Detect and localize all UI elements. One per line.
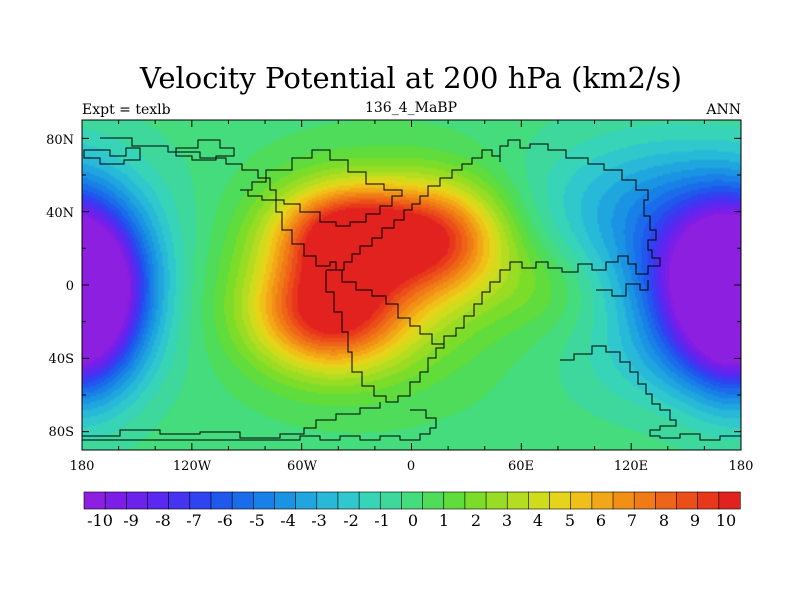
- colorbar-swatch: [126, 491, 149, 510]
- colorbar-swatch: [401, 491, 424, 510]
- colorbar-label: -5: [249, 511, 265, 530]
- colorbar-label: 7: [627, 511, 637, 530]
- colorbar-swatch: [147, 491, 170, 510]
- colorbar-label: 8: [659, 511, 669, 530]
- y-tick-label: 80N: [46, 133, 74, 148]
- colorbar-label: -1: [374, 511, 390, 530]
- y-tick-label: 80S: [49, 425, 74, 440]
- velocity-potential-field: [82, 120, 741, 450]
- colorbar-swatch: [676, 491, 699, 510]
- colorbar-label: -4: [280, 511, 296, 530]
- x-tick-label: 0: [407, 459, 415, 474]
- colorbar-swatch: [485, 491, 508, 510]
- coast-antarctica: [82, 402, 381, 439]
- colorbar-swatch: [633, 491, 656, 510]
- colorbar-swatch: [210, 491, 233, 510]
- colorbar-label: 0: [408, 511, 418, 530]
- colorbar-swatch: [570, 491, 593, 510]
- colorbar-swatch: [252, 491, 276, 510]
- colorbar-label: -10: [87, 511, 113, 530]
- colorbar-swatch: [506, 491, 529, 510]
- colorbar-swatch: [168, 491, 191, 510]
- coast-arctic-islands: [83, 139, 235, 165]
- colorbar-swatch: [337, 491, 360, 510]
- colorbar-label: 6: [596, 511, 606, 530]
- colorbar-label: 9: [690, 511, 700, 530]
- colorbar-swatch: [379, 491, 403, 510]
- colorbar-swatch: [549, 491, 572, 510]
- x-tick-label: 180: [729, 459, 754, 474]
- coast-indochina: [596, 280, 649, 297]
- axis-ticks: [81, 120, 742, 450]
- colorbar-label: -3: [311, 511, 327, 530]
- colorbar-swatch: [528, 491, 551, 510]
- colorbar-swatch: [83, 491, 106, 510]
- x-axis: 180 120W 60W 0 60E 120E 180: [70, 459, 754, 474]
- y-tick-label: 40N: [46, 206, 74, 221]
- colorbar-swatch: [422, 491, 445, 510]
- colorbar: -10 -9 -8 -7 -6 -5 -4 -3 -2 -1 0 1 2 3 4…: [83, 491, 741, 530]
- colorbar-swatch: [464, 491, 487, 510]
- colorbar-label: -7: [186, 511, 202, 530]
- colorbar-swatch: [697, 491, 720, 510]
- coast-africa: [325, 270, 445, 403]
- y-tick-label: 0: [66, 279, 74, 294]
- x-tick-label: 180: [70, 459, 95, 474]
- case-label: 136_4_MaBP: [365, 100, 457, 116]
- coast-australia: [560, 345, 741, 441]
- colorbar-swatch: [443, 491, 466, 510]
- x-tick-label: 120E: [614, 459, 648, 474]
- map-panel: [81, 119, 742, 451]
- colorbar-swatches: [83, 491, 741, 510]
- colorbar-label: 5: [565, 511, 575, 530]
- colorbar-label: 1: [439, 511, 449, 530]
- colorbar-swatch: [316, 491, 339, 510]
- colorbar-labels: -10 -9 -8 -7 -6 -5 -4 -3 -2 -1 0 1 2 3 4…: [87, 511, 736, 530]
- coastlines: [82, 137, 741, 441]
- colorbar-swatch: [591, 491, 614, 510]
- colorbar-label: 10: [716, 511, 736, 530]
- colorbar-label: 4: [533, 511, 543, 530]
- y-tick-label: 40S: [49, 352, 74, 367]
- colorbar-swatch: [189, 491, 212, 510]
- chart-title: Velocity Potential at 200 hPa (km2/s): [139, 61, 682, 95]
- colorbar-swatch: [104, 491, 127, 510]
- colorbar-swatch: [612, 491, 635, 510]
- colorbar-label: -9: [123, 511, 139, 530]
- coast-south-america: [326, 139, 661, 345]
- colorbar-swatch: [231, 491, 254, 510]
- coast-greenland: [240, 149, 403, 227]
- colorbar-label: -8: [155, 511, 171, 530]
- colorbar-label: 2: [471, 511, 481, 530]
- x-tick-label: 120W: [173, 459, 212, 474]
- colorbar-swatch: [655, 491, 678, 510]
- colorbar-label: -2: [343, 511, 359, 530]
- colorbar-swatch: [718, 491, 741, 510]
- colorbar-swatch: [295, 491, 318, 510]
- y-axis: 80N 40N 0 40S 80S: [46, 133, 74, 440]
- x-tick-label: 60W: [287, 459, 318, 474]
- x-tick-label: 60E: [508, 459, 534, 474]
- colorbar-swatch: [274, 491, 297, 510]
- colorbar-swatch: [358, 491, 381, 510]
- coast-antarctica-east: [82, 409, 437, 441]
- season-label: ANN: [705, 102, 741, 118]
- colorbar-label: 3: [502, 511, 512, 530]
- experiment-label: Expt = texlb: [82, 102, 171, 118]
- colorbar-label: -6: [217, 511, 233, 530]
- coast-north-america: [100, 137, 501, 271]
